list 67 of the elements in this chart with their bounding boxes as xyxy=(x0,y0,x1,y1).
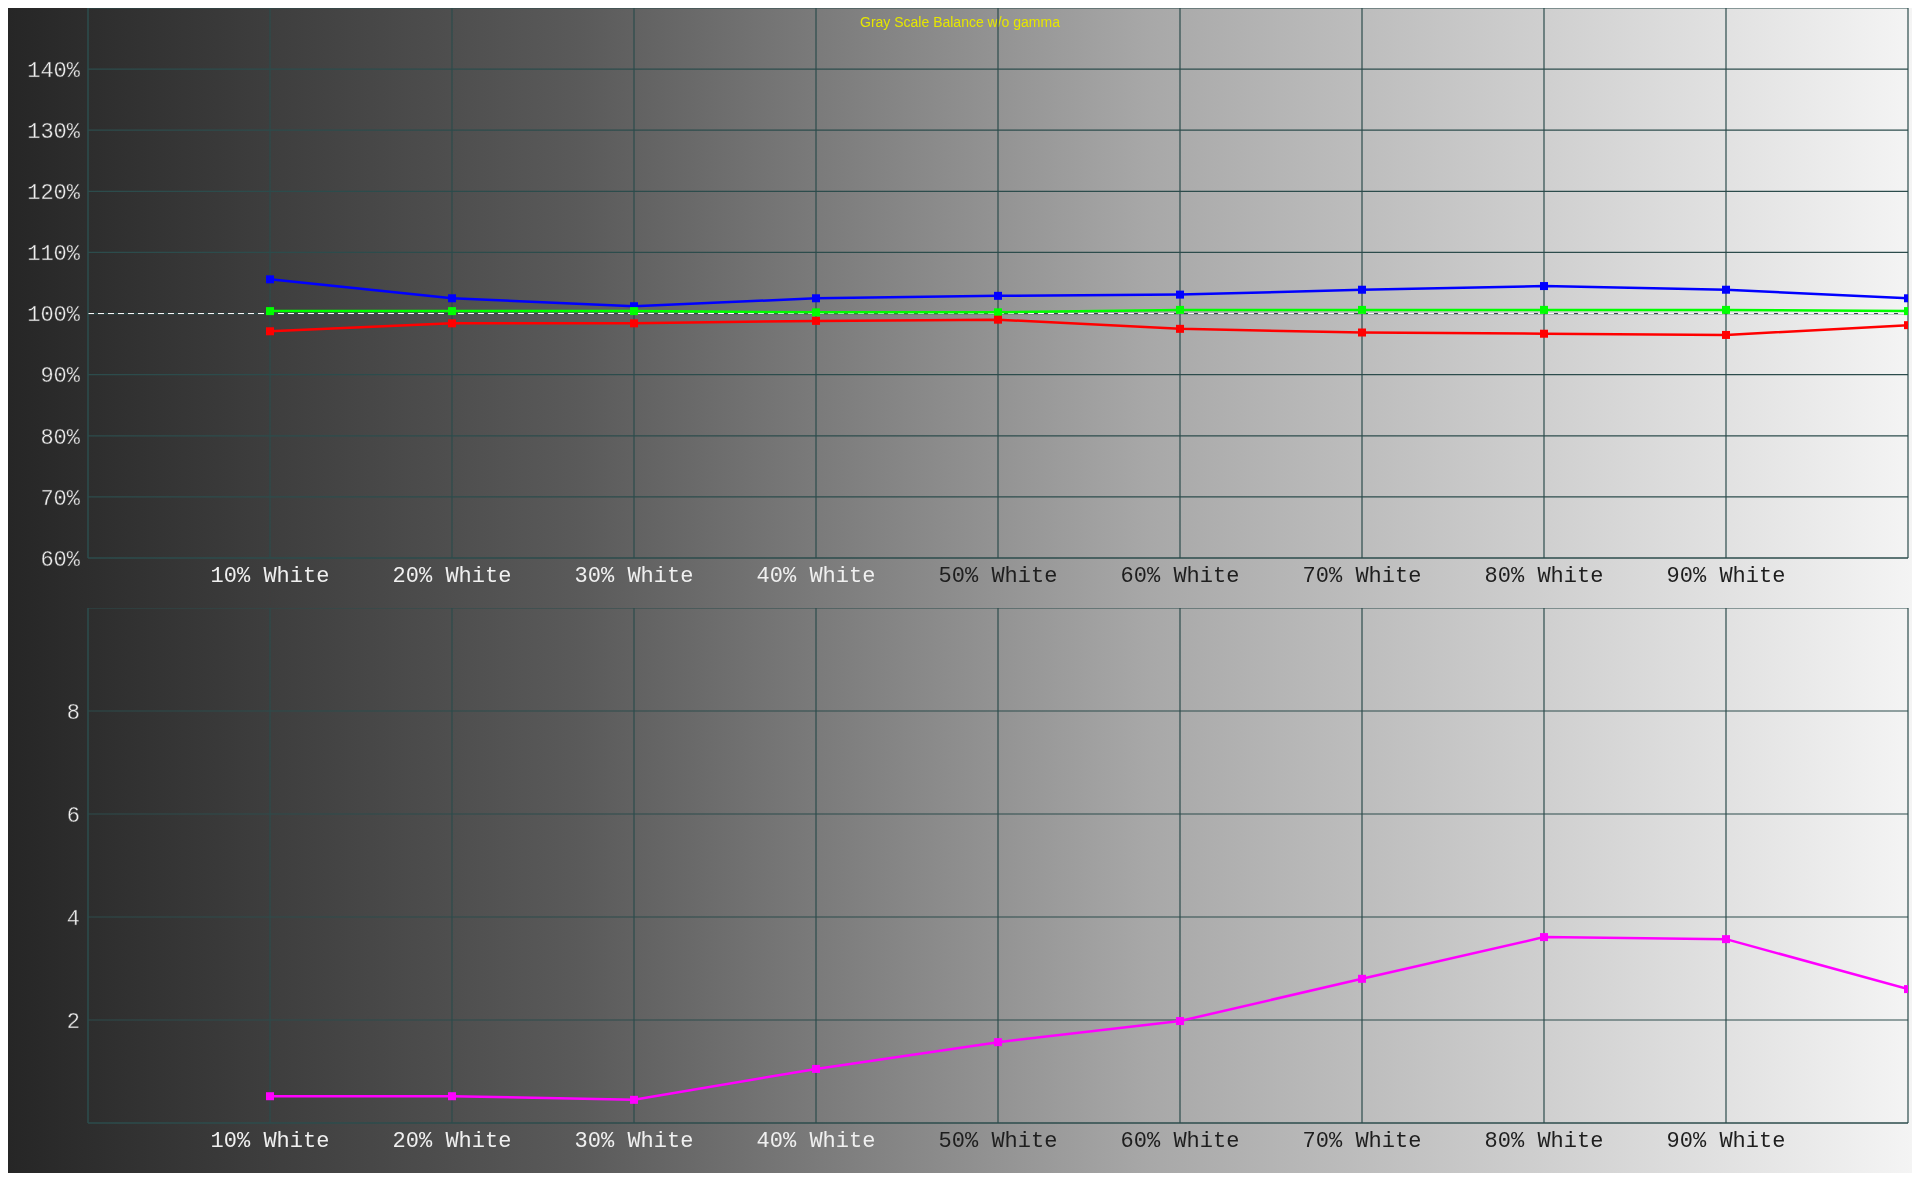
point xyxy=(266,275,274,284)
x-tick-label: 70% White xyxy=(1302,1129,1422,1154)
point xyxy=(266,1092,274,1101)
x-tick-label: 30% White xyxy=(574,1129,694,1154)
x-tick-label: 90% White xyxy=(1666,1129,1786,1154)
point xyxy=(1722,330,1730,339)
y-tick-label: 120% xyxy=(27,181,81,207)
y-tick-label: 80% xyxy=(40,425,81,451)
y-tick-label: 4 xyxy=(66,906,80,932)
y-tick-label: 140% xyxy=(27,58,81,84)
x-tick-label: 20% White xyxy=(392,1129,512,1154)
point xyxy=(812,316,820,325)
point xyxy=(448,294,456,303)
point xyxy=(994,1038,1002,1047)
point xyxy=(266,307,274,316)
x-tick-label: 90% White xyxy=(1666,564,1786,589)
point xyxy=(994,308,1002,317)
y-tick-label: 70% xyxy=(40,486,81,512)
y-tick-label: 90% xyxy=(40,364,81,390)
point xyxy=(1358,305,1366,314)
point xyxy=(994,291,1002,300)
x-tick-label: 40% White xyxy=(756,1129,876,1154)
point xyxy=(630,1095,638,1104)
x-tick-label: 80% White xyxy=(1484,1129,1604,1154)
y-tick-label: 60% xyxy=(40,547,81,573)
y-tick-label: 2 xyxy=(66,1009,80,1035)
x-tick-label: 70% White xyxy=(1302,564,1422,589)
point xyxy=(1176,324,1184,333)
point xyxy=(630,319,638,328)
point xyxy=(1176,305,1184,314)
y-tick-label: 100% xyxy=(27,303,81,329)
point xyxy=(1176,290,1184,299)
x-tick-label: 50% White xyxy=(938,564,1058,589)
point xyxy=(1540,305,1548,314)
x-tick-label: 20% White xyxy=(392,564,512,589)
x-tick-label: 60% White xyxy=(1120,1129,1240,1154)
x-tick-label: 80% White xyxy=(1484,564,1604,589)
x-tick-label: 30% White xyxy=(574,564,694,589)
point xyxy=(1722,935,1730,944)
point xyxy=(1358,328,1366,337)
x-tick-label: 40% White xyxy=(756,564,876,589)
point xyxy=(812,308,820,317)
y-tick-label: 130% xyxy=(27,120,81,146)
point xyxy=(1540,933,1548,942)
point xyxy=(448,319,456,328)
point xyxy=(1722,285,1730,294)
point xyxy=(1540,329,1548,338)
point xyxy=(1722,305,1730,314)
point xyxy=(812,294,820,303)
y-tick-label: 8 xyxy=(66,700,80,726)
point xyxy=(448,307,456,316)
point xyxy=(266,327,274,336)
point xyxy=(994,315,1002,324)
point xyxy=(1176,1017,1184,1026)
x-tick-label: 50% White xyxy=(938,1129,1058,1154)
point xyxy=(812,1064,820,1073)
y-tick-label: 6 xyxy=(66,803,80,829)
x-tick-label: 10% White xyxy=(210,1129,330,1154)
x-tick-label: 60% White xyxy=(1120,564,1240,589)
text: Gray Scale Balance w/o gamma xyxy=(859,14,1061,30)
point xyxy=(448,1092,456,1101)
point xyxy=(630,307,638,316)
x-tick-label: 10% White xyxy=(210,564,330,589)
point xyxy=(1358,285,1366,294)
point xyxy=(1358,974,1366,983)
y-tick-label: 110% xyxy=(27,242,81,268)
point xyxy=(1540,282,1548,291)
